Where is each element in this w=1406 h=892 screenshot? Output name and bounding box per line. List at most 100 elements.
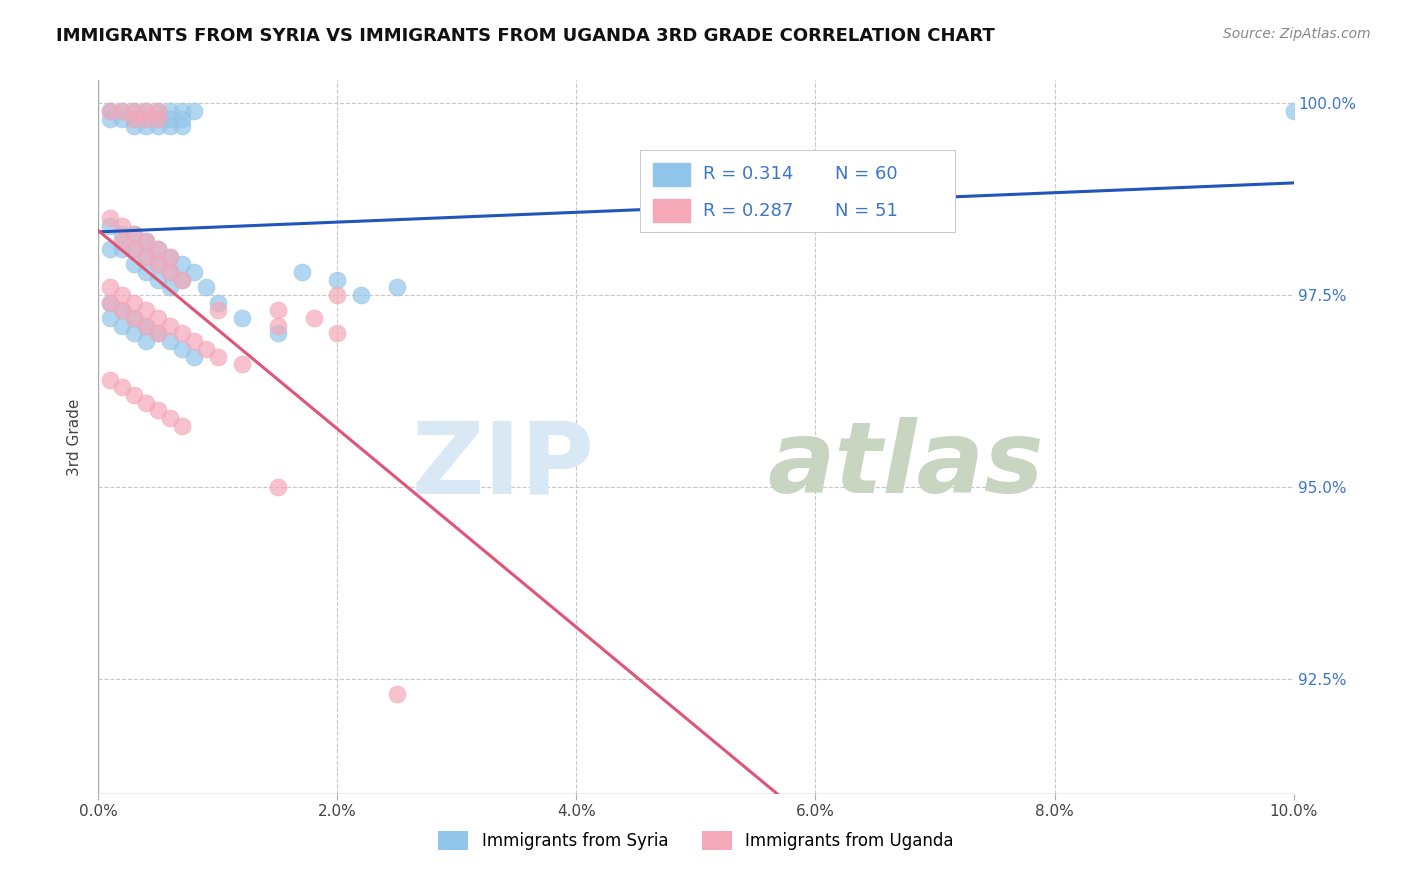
Point [124, 311, 146, 326]
Point [207, 303, 229, 318]
Point [183, 334, 205, 348]
Point [159, 410, 181, 425]
Point [111, 242, 134, 256]
Text: atlas: atlas [768, 417, 1045, 514]
Point [159, 120, 181, 134]
Point [135, 334, 157, 348]
Point [159, 112, 181, 126]
Point [159, 318, 181, 333]
Text: N = 60: N = 60 [835, 166, 898, 184]
Point [124, 227, 146, 241]
Point [135, 112, 157, 126]
Point [148, 242, 170, 256]
Bar [652, 163, 690, 186]
Text: N = 51: N = 51 [835, 202, 898, 219]
Point [98, 295, 122, 310]
Bar [652, 199, 690, 222]
Point [267, 303, 290, 318]
Point [148, 326, 170, 341]
Point [111, 103, 134, 118]
Point [148, 120, 170, 134]
Point [111, 219, 134, 233]
Point [159, 250, 181, 264]
Point [111, 288, 134, 302]
Point [148, 112, 170, 126]
Point [98, 211, 122, 226]
Point [135, 103, 157, 118]
Point [302, 311, 325, 326]
Y-axis label: 3rd Grade: 3rd Grade [67, 399, 83, 475]
Point [135, 235, 157, 249]
Point [135, 318, 157, 333]
Point [148, 403, 170, 417]
Point [183, 350, 205, 364]
Point [124, 103, 146, 118]
Point [183, 103, 205, 118]
Legend: Immigrants from Syria, Immigrants from Uganda: Immigrants from Syria, Immigrants from U… [432, 824, 960, 857]
Point [326, 288, 349, 302]
Point [267, 480, 290, 494]
Point [135, 120, 157, 134]
Point [135, 112, 157, 126]
Point [195, 280, 218, 294]
Point [124, 311, 146, 326]
Point [135, 103, 157, 118]
Point [172, 273, 194, 287]
Point [148, 273, 170, 287]
Point [135, 318, 157, 333]
Point [124, 227, 146, 241]
Point [172, 103, 194, 118]
Point [148, 112, 170, 126]
Point [98, 372, 122, 386]
Point [183, 265, 205, 279]
Point [267, 318, 290, 333]
Point [98, 219, 122, 233]
Point [385, 280, 409, 294]
Point [124, 295, 146, 310]
Point [111, 235, 134, 249]
Point [111, 303, 134, 318]
Text: ZIP: ZIP [412, 417, 595, 514]
Point [159, 334, 181, 348]
Point [124, 242, 146, 256]
Point [148, 242, 170, 256]
Point [148, 257, 170, 271]
Point [172, 326, 194, 341]
Point [124, 112, 146, 126]
Point [148, 103, 170, 118]
Point [385, 687, 409, 701]
Point [195, 342, 218, 356]
Point [111, 112, 134, 126]
Point [148, 257, 170, 271]
Text: IMMIGRANTS FROM SYRIA VS IMMIGRANTS FROM UGANDA 3RD GRADE CORRELATION CHART: IMMIGRANTS FROM SYRIA VS IMMIGRANTS FROM… [56, 27, 995, 45]
Point [159, 265, 181, 279]
Point [148, 103, 170, 118]
Point [231, 357, 253, 371]
Point [159, 103, 181, 118]
Point [98, 242, 122, 256]
Point [350, 288, 373, 302]
Point [135, 303, 157, 318]
Point [172, 120, 194, 134]
Point [98, 295, 122, 310]
Point [326, 326, 349, 341]
Point [111, 380, 134, 394]
Point [148, 311, 170, 326]
Point [124, 388, 146, 402]
Point [135, 235, 157, 249]
Point [98, 112, 122, 126]
Point [267, 326, 290, 341]
Point [111, 227, 134, 241]
Point [124, 120, 146, 134]
Point [98, 103, 122, 118]
Point [159, 280, 181, 294]
Point [159, 250, 181, 264]
Point [291, 265, 314, 279]
Point [98, 280, 122, 294]
Point [172, 418, 194, 433]
Point [124, 242, 146, 256]
Point [98, 103, 122, 118]
Point [111, 303, 134, 318]
Point [172, 112, 194, 126]
Point [172, 273, 194, 287]
